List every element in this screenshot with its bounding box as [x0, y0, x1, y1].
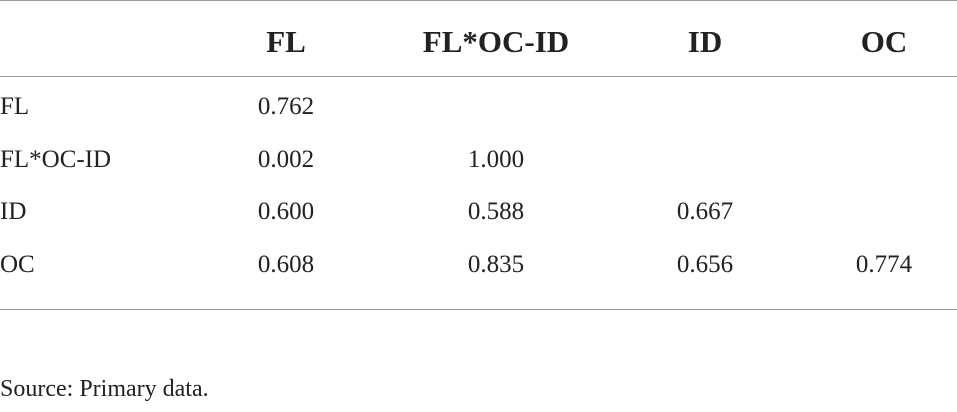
row-label: FL*OC-ID	[0, 146, 112, 173]
bottom-rule	[0, 309, 957, 310]
table-cell: 0.774	[855, 251, 913, 278]
column-header: ID	[687, 24, 723, 59]
table-cell: 0.600	[257, 198, 315, 225]
column-header: FL	[266, 24, 306, 59]
table-cell: 0.656	[676, 251, 734, 278]
column-header: OC	[860, 24, 908, 59]
column-header: FL*OC-ID	[422, 24, 570, 59]
row-label: ID	[0, 198, 27, 225]
row-label: FL	[0, 93, 30, 120]
header-rule	[0, 76, 957, 77]
top-rule	[0, 0, 957, 1]
row-label: OC	[0, 251, 35, 278]
table-cell: 0.835	[467, 251, 525, 278]
table-cell: 0.588	[467, 198, 525, 225]
table-cell: 0.002	[257, 146, 315, 173]
table-cell: 1.000	[467, 146, 525, 173]
table-cell: 0.667	[676, 198, 734, 225]
footnote: Source: Primary data.	[0, 376, 209, 402]
table-cell: 0.608	[257, 251, 315, 278]
table-cell: 0.762	[257, 93, 315, 120]
